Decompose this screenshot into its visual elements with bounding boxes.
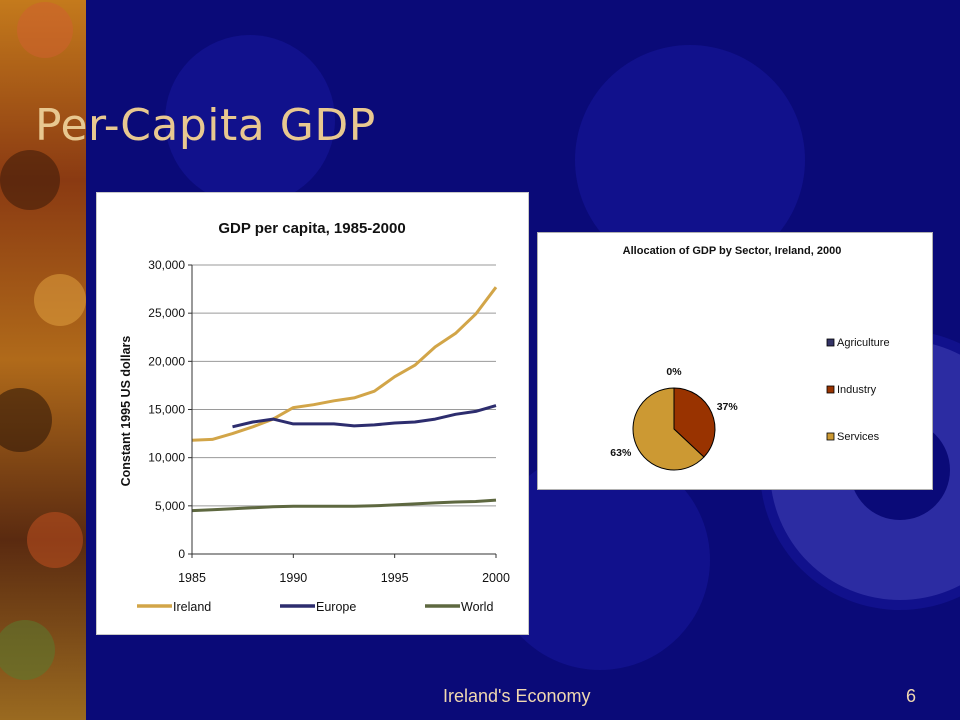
y-tick-label: 0 [178,547,185,561]
x-tick-label: 1990 [279,571,307,585]
line-chart-title: GDP per capita, 1985-2000 [218,220,405,237]
pie-chart-panel: Allocation of GDP by Sector, Ireland, 20… [537,232,933,490]
y-tick-label: 20,000 [148,354,185,368]
pie-slice-industry [673,387,716,458]
line-chart-panel: GDP per capita, 1985-2000 Constant 1995 … [96,192,529,635]
y-tick-label: 25,000 [148,306,185,320]
y-tick-label: 30,000 [148,258,185,272]
legend-label-ireland: Ireland [173,600,211,614]
legend-label-services: Services [837,431,880,443]
pie-data-label: 0% [666,366,682,378]
legend-swatch-services [826,432,835,441]
footer-text: Ireland's Economy [443,686,591,706]
legend-swatch-industry [826,385,835,394]
legend-label-agriculture: Agriculture [837,337,890,349]
left-texture-strip [0,0,86,720]
legend-label-industry: Industry [837,384,877,396]
x-tick-label: 1995 [381,571,409,585]
series-line-ireland [191,286,498,442]
pie-data-label: 63% [610,447,632,459]
x-tick-label: 2000 [482,571,510,585]
slide-title: Per-Capita GDP [35,100,376,151]
gdp-line-chart: GDP per capita, 1985-2000 Constant 1995 … [119,220,510,614]
page-number: 6 [906,686,917,706]
legend-label-europe: Europe [316,600,356,614]
series-line-europe [232,404,497,429]
sector-pie-chart: Allocation of GDP by Sector, Ireland, 20… [610,245,890,471]
y-tick-label: 15,000 [148,403,185,417]
pie-slice-services [632,387,705,471]
y-tick-label: 5,000 [155,499,185,513]
pie-chart-title: Allocation of GDP by Sector, Ireland, 20… [623,245,842,257]
legend-swatch-agriculture [826,338,835,347]
legend-label-world: World [461,600,493,614]
series-line-world [191,498,497,513]
line-chart-ylabel: Constant 1995 US dollars [119,336,133,487]
y-tick-label: 10,000 [148,451,185,465]
pie-data-label: 37% [717,401,739,413]
x-tick-label: 1985 [178,571,206,585]
